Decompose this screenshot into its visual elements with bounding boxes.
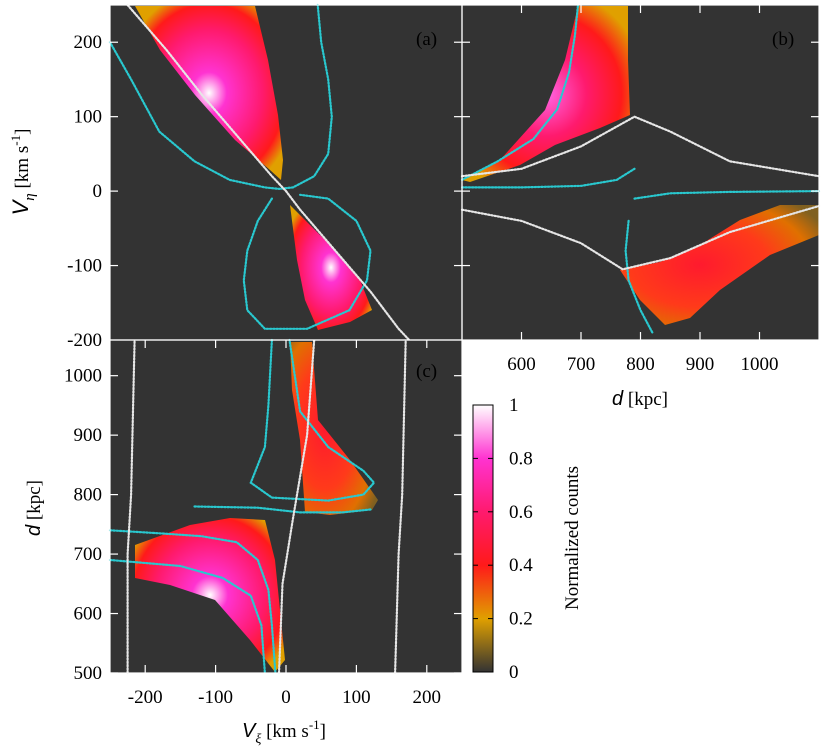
- panel-b: 600 700 800 900 1000 (b): [460, 3, 821, 375]
- svg-text:d [kpc]: d [kpc]: [23, 480, 45, 536]
- panel-c-label: (c): [416, 361, 437, 382]
- panel-c-background: [110, 340, 462, 673]
- panel-a-label: (a): [416, 29, 437, 50]
- panel-b-density-upper: [462, 6, 630, 182]
- panel-a-ytick-label: 100: [74, 107, 103, 128]
- panel-a-ytick-label-bottom: -200: [67, 330, 102, 351]
- panel-c-contour-cyan-lower-b: [108, 558, 266, 675]
- panel-a-contour-cyan: [108, 3, 333, 191]
- panel-c-contour-cyan-upper: [249, 338, 376, 502]
- panel-a-ytick-label: -100: [67, 256, 102, 277]
- panel-c-density-lower: [135, 518, 285, 672]
- panel-a-ylabel: Vη [km s-1]: [8, 129, 38, 216]
- svg-text:Vη [km s-1]: Vη [km s-1]: [8, 129, 38, 216]
- colorbar-tick-label: 1: [509, 395, 519, 416]
- panel-b-density-lower: [620, 205, 819, 325]
- panel-c-xtick-label: 0: [281, 687, 291, 708]
- panel-c-density-upper: [290, 342, 378, 515]
- panel-c-xlabel: Vξ [km s-1]: [242, 717, 326, 747]
- panel-c-xtick-label: -100: [198, 687, 233, 708]
- panel-c-ytick-label: 800: [74, 485, 103, 506]
- panel-c-xtick-label: -200: [128, 687, 163, 708]
- colorbar-tick-label: 0.2: [509, 609, 533, 630]
- panel-a-ytick-label: 0: [93, 181, 103, 202]
- panel-c-ytick-label: 500: [74, 663, 103, 684]
- panel-a-contour-white: [126, 3, 411, 342]
- colorbar: 0 0.2 0.4 0.6 0.8 1 Normalized counts: [472, 395, 583, 683]
- panel-b-contour-white-lower: [460, 204, 821, 271]
- panel-c-ytick-label: 600: [74, 604, 103, 625]
- colorbar-gradient: [472, 404, 494, 673]
- panel-b-frame: [461, 4, 820, 341]
- panel-a-background: [110, 5, 462, 340]
- panel-b-contour-cyan-upper: [460, 3, 580, 181]
- panel-c-frame: [109, 339, 463, 674]
- svg-text:d [kpc]: d [kpc]: [612, 388, 668, 410]
- panel-c-ytick-label: 700: [74, 544, 103, 565]
- panel-a-contour-cyan-lower: [242, 193, 372, 330]
- panel-c-ytick-label: 900: [74, 425, 103, 446]
- panel-b-xtick-label: 1000: [741, 354, 779, 375]
- panel-c-contour-white-left: [126, 338, 136, 675]
- panel-a: 200 100 0 -100 (a): [67, 3, 462, 342]
- svg-text:Vξ [km s-1]: Vξ [km s-1]: [242, 717, 326, 747]
- colorbar-tick-label: 0.8: [509, 448, 533, 469]
- panel-c-contour-cyan-lower: [108, 529, 277, 675]
- colorbar-label: Normalized counts: [562, 466, 583, 610]
- panel-b-contour-cyan-right: [633, 190, 821, 200]
- panel-a-density-upper: [135, 6, 283, 180]
- panel-c-ylabel: d [kpc]: [23, 480, 45, 536]
- panel-c-contour-white-right: [394, 338, 407, 675]
- panel-c-xtick-label: 200: [413, 687, 442, 708]
- panel-c-contour-cyan-cross: [193, 505, 372, 514]
- panel-b-contour-cyan-mid: [460, 167, 636, 189]
- panel-c-ytick-label: 1000: [64, 366, 102, 387]
- panel-b-label: (b): [772, 29, 794, 50]
- panel-b-xtick-label: 800: [626, 354, 655, 375]
- panel-b-xtick-label: 600: [507, 354, 536, 375]
- colorbar-tick-label: 0: [509, 662, 519, 683]
- panel-b-xtick-label: 900: [686, 354, 715, 375]
- panel-b-contour-cyan-lower: [624, 219, 654, 334]
- panel-b-xtick-label: 700: [567, 354, 596, 375]
- panel-b-contour-white-upper: [460, 115, 821, 178]
- colorbar-tick-label: 0.6: [509, 502, 533, 523]
- panel-b-xlabel: d [kpc]: [612, 388, 668, 410]
- panel-c-xtick-label: 100: [342, 687, 371, 708]
- colorbar-tick-label: 0.4: [509, 555, 533, 576]
- panel-c: -200 -100 0 100 200 500 600 700 800 900 1000 -200 (…: [64, 330, 462, 708]
- panel-a-density-lower: [290, 205, 372, 330]
- panel-a-ytick-label: 200: [74, 32, 103, 53]
- panel-c-contour-white-mid: [277, 338, 316, 675]
